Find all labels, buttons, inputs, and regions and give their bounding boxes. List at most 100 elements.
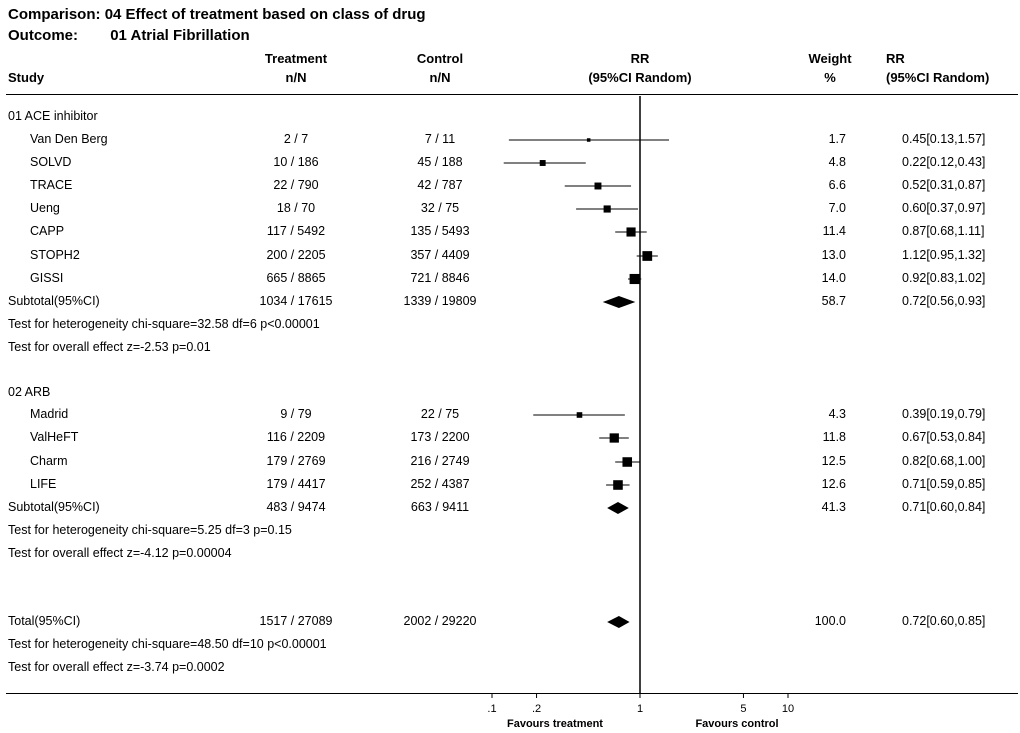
column-rr-ci-sub: (95%CI Random) <box>886 70 990 85</box>
x-tick-label: .1 <box>487 703 496 715</box>
outcome-label: Outcome: <box>8 27 79 44</box>
heterogeneity-test: Test for heterogeneity chi-square=48.50 … <box>8 637 327 651</box>
column-control-sub: n/N <box>429 70 451 85</box>
rr-ci-cell: 0.92[0.83,1.02] <box>902 271 986 285</box>
point-estimate-box <box>603 205 611 213</box>
control-cell: 135 / 5493 <box>410 224 470 238</box>
rr-ci-cell: 0.72[0.60,0.85] <box>902 614 986 628</box>
overall-effect-test: Test for overall effect z=-2.53 p=0.01 <box>8 340 211 354</box>
treatment-cell: 483 / 9474 <box>266 500 326 514</box>
weight-cell: 12.5 <box>821 454 846 468</box>
control-cell: 357 / 4409 <box>410 248 470 262</box>
treatment-cell: 117 / 5492 <box>266 224 326 238</box>
control-cell: 45 / 188 <box>417 155 463 169</box>
control-cell: 252 / 4387 <box>410 477 470 491</box>
study-name: LIFE <box>30 477 57 491</box>
rr-ci-cell: 0.22[0.12,0.43] <box>902 155 986 169</box>
heterogeneity-test: Test for heterogeneity chi-square=32.58 … <box>8 317 320 331</box>
subtotal-diamond <box>607 502 629 514</box>
heterogeneity-test: Test for heterogeneity chi-square=5.25 d… <box>8 523 292 537</box>
point-estimate-box <box>642 251 653 261</box>
study-name: Madrid <box>30 407 69 421</box>
control-cell: 663 / 9411 <box>410 500 470 514</box>
group-label: 02 ARB <box>8 385 51 399</box>
column-control: Control <box>416 51 464 66</box>
control-cell: 7 / 11 <box>424 132 456 146</box>
column-weight: Weight <box>808 51 852 66</box>
study-name: CAPP <box>30 224 65 238</box>
treatment-cell: 10 / 186 <box>273 155 319 169</box>
control-cell: 721 / 8846 <box>410 271 470 285</box>
weight-cell: 4.3 <box>828 407 846 421</box>
comparison-title: Comparison: 04 Effect of treatment based… <box>8 6 426 23</box>
x-tick-label: 1 <box>637 703 643 715</box>
study-name: ValHeFT <box>30 430 79 444</box>
overall-effect-test: Test for overall effect z=-4.12 p=0.0000… <box>8 546 232 560</box>
study-name: STOPH2 <box>30 248 80 262</box>
favours-treatment-label: Favours treatment <box>507 718 603 730</box>
study-name: SOLVD <box>30 155 72 169</box>
study-name: Van Den Berg <box>30 132 108 146</box>
weight-cell: 7.0 <box>828 201 846 215</box>
control-cell: 173 / 2200 <box>410 430 470 444</box>
group-label: 01 ACE inhibitor <box>8 109 98 123</box>
footer-divider <box>6 693 1018 694</box>
outcome-text: 01 Atrial Fibrillation <box>110 27 250 44</box>
total-label: Total(95%CI) <box>8 614 81 628</box>
weight-cell: 100.0 <box>814 614 846 628</box>
point-estimate-box <box>629 273 640 285</box>
control-cell: 22 / 75 <box>420 407 460 421</box>
column-study: Study <box>8 70 45 85</box>
treatment-cell: 200 / 2205 <box>266 248 326 262</box>
subtotal-diamond <box>602 296 636 308</box>
weight-cell: 6.6 <box>828 178 846 192</box>
control-cell: 1339 / 19809 <box>403 294 477 308</box>
control-cell: 2002 / 29220 <box>403 614 477 628</box>
x-tick-label: 10 <box>782 703 794 715</box>
rr-ci-cell: 0.52[0.31,0.87] <box>902 178 986 192</box>
point-estimate-box <box>594 182 602 190</box>
comparison-text: 04 Effect of treatment based on class of… <box>104 6 426 23</box>
rr-ci-cell: 0.71[0.60,0.84] <box>902 500 986 514</box>
rr-ci-cell: 0.39[0.19,0.79] <box>902 407 986 421</box>
column-treatment: Treatment <box>264 51 328 66</box>
point-estimate-box <box>539 160 546 166</box>
subtotal-label: Subtotal(95%CI) <box>8 500 100 514</box>
rr-ci-cell: 1.12[0.95,1.32] <box>902 248 986 262</box>
column-rr-ci: RR <box>886 51 905 66</box>
favours-control-label: Favours control <box>695 718 778 730</box>
study-name: Ueng <box>30 201 60 215</box>
column-rr-plot: RR <box>630 51 650 66</box>
point-estimate-box <box>622 457 633 467</box>
weight-cell: 12.6 <box>821 477 846 491</box>
control-cell: 42 / 787 <box>417 178 463 192</box>
treatment-cell: 9 / 79 <box>280 407 312 421</box>
treatment-cell: 179 / 2769 <box>266 454 326 468</box>
treatment-cell: 18 / 70 <box>276 201 316 215</box>
treatment-cell: 179 / 4417 <box>266 477 326 491</box>
weight-cell: 13.0 <box>821 248 846 262</box>
x-tick-label: 5 <box>740 703 746 715</box>
point-estimate-box <box>586 138 591 142</box>
outcome-title: Outcome: 01 Atrial Fibrillation <box>8 27 250 44</box>
x-tick-label: .2 <box>532 703 541 715</box>
treatment-cell: 116 / 2209 <box>266 430 326 444</box>
column-weight-sub: % <box>824 70 836 85</box>
header-divider <box>6 94 1018 95</box>
study-name: Charm <box>30 454 68 468</box>
rr-ci-cell: 0.60[0.37,0.97] <box>902 201 986 215</box>
rr-ci-cell: 0.71[0.59,0.85] <box>902 477 986 491</box>
weight-cell: 1.7 <box>828 132 846 146</box>
rr-ci-cell: 0.45[0.13,1.57] <box>902 132 986 146</box>
weight-cell: 58.7 <box>821 294 846 308</box>
weight-cell: 41.3 <box>821 500 846 514</box>
point-estimate-box <box>576 412 583 418</box>
weight-cell: 11.4 <box>822 224 846 238</box>
weight-cell: 14.0 <box>821 271 846 285</box>
point-estimate-box <box>613 480 623 490</box>
point-estimate-box <box>609 433 619 443</box>
rr-ci-cell: 0.82[0.68,1.00] <box>902 454 986 468</box>
treatment-cell: 1517 / 27089 <box>259 614 333 628</box>
total-diamond <box>607 616 630 628</box>
